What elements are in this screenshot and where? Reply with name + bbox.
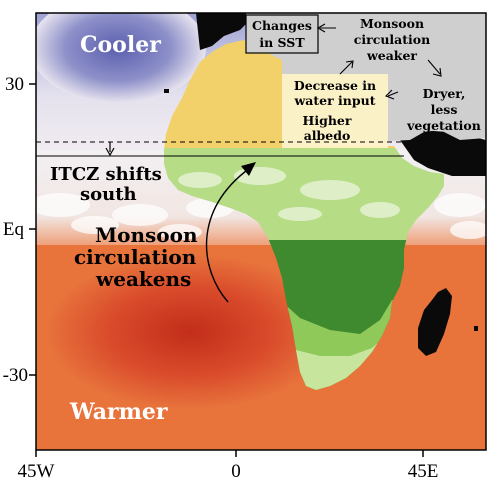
y-tick-eq: Eq [3,219,25,240]
monsoon-arrow-head [241,162,256,176]
x-tick-45w: 45W [18,461,55,482]
land-madagascar [418,288,452,356]
x-tick-45e: 45E [408,461,439,482]
itcz-shift-arrow [105,142,115,157]
land-arabia [400,130,486,176]
dryer-line2: less [431,102,458,117]
x-tick-0: 0 [231,461,241,482]
y-tick-30: 30 [5,74,24,95]
tick-marks [29,83,424,457]
arrow-to-sst [316,23,336,33]
warm-sst-anomaly [45,254,335,410]
changes-sst-line1: Changes [252,18,312,33]
monsoon-weaker-line1: Monsoon [360,16,424,31]
decrease-line2: water input [294,93,376,108]
monsoon-label-line3: weakens [95,267,191,291]
monsoon-weaker-line2: circulation [354,32,430,47]
decrease-line1: Decrease in [294,78,376,93]
albedo-line2: albedo [304,128,351,143]
changes-sst-box [245,14,319,54]
land-island-small [164,89,169,93]
land-europe [196,13,250,50]
itcz-clouds [36,193,486,240]
itcz-label-line1: ITCZ shifts [50,164,162,185]
arrow-to-decrease [385,89,399,100]
warmer-label: Warmer [69,399,168,425]
dryer-line1: Dryer, [423,86,466,101]
arrow-to-dryer [427,59,442,77]
monsoon-weaker-line3: weaker [366,48,417,63]
map-frame [35,12,487,451]
changes-sst-line2: in SST [259,35,305,50]
monsoon-label-line2: circulation [74,245,197,269]
itcz-label-line2: south [80,184,137,205]
cooler-label: Cooler [80,32,161,58]
cool-sst-anomaly [36,13,206,103]
monsoon-arrow [205,167,251,303]
decrease-water-box [282,74,388,148]
land-island [474,326,478,331]
sahel-clouds [178,167,400,221]
albedo-line1: Higher [303,113,352,128]
y-tick-minus30: -30 [3,365,28,386]
dryer-line3: vegetation [406,118,481,133]
monsoon-label-line1: Monsoon [95,223,198,247]
arrow-to-monsoon [339,60,354,75]
